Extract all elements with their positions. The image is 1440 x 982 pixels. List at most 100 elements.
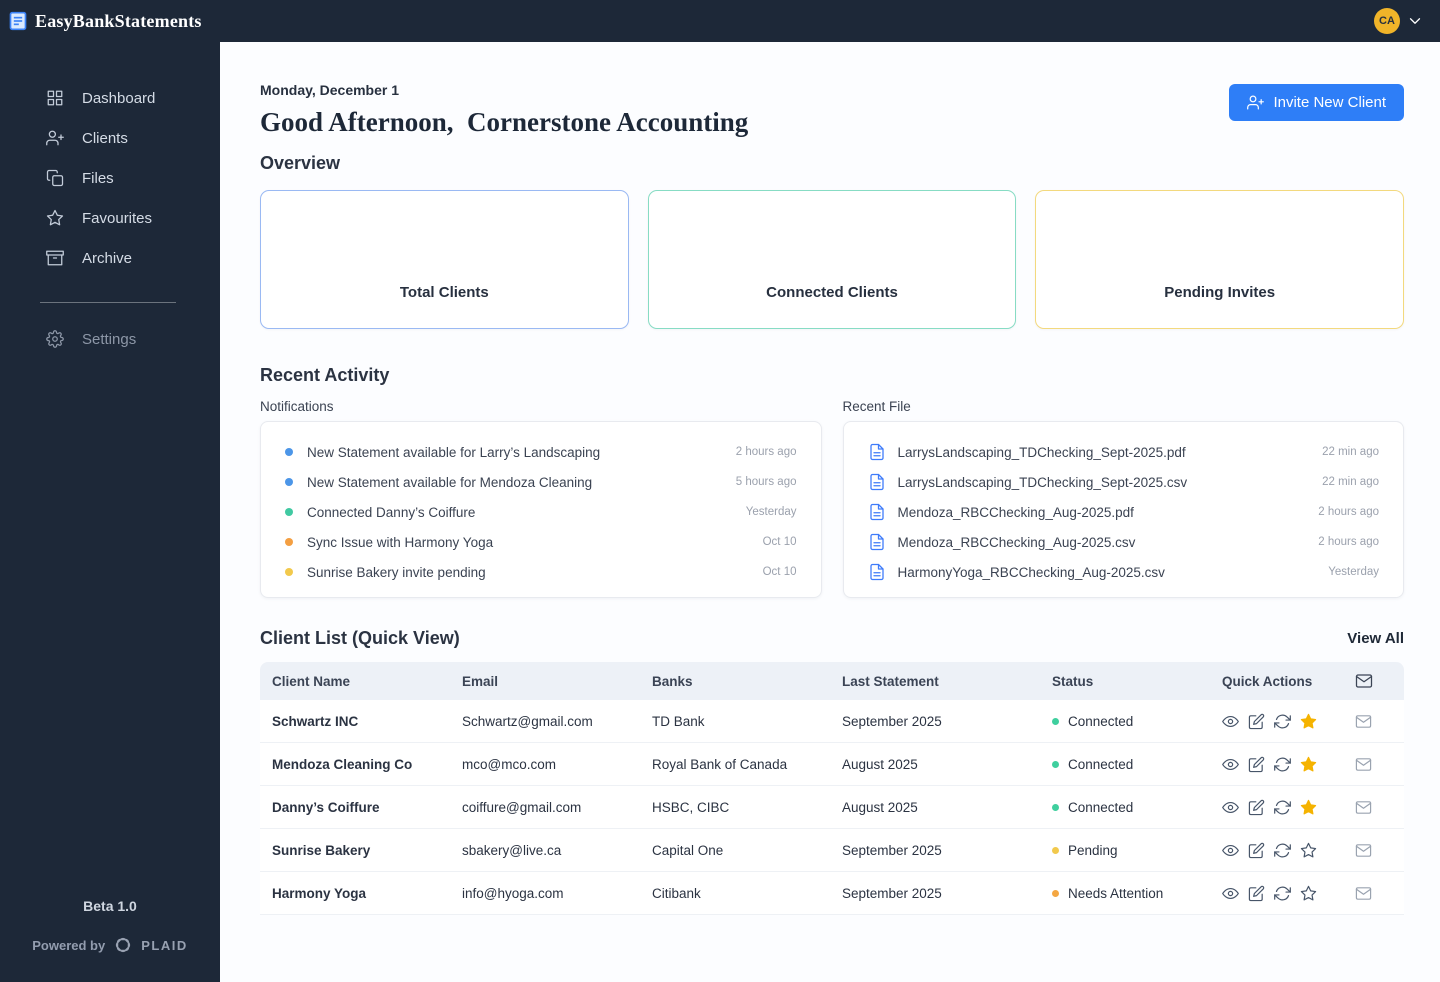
favourite-button[interactable]: [1300, 756, 1317, 773]
notification-text: New Statement available for Mendoza Clea…: [307, 474, 593, 490]
favourite-button[interactable]: [1300, 885, 1317, 902]
status-dot: [1052, 717, 1059, 725]
edit-button[interactable]: [1248, 842, 1265, 859]
file-item[interactable]: LarrysLandscaping_TDChecking_Sept-2025.c…: [868, 468, 1379, 496]
sync-button[interactable]: [1274, 842, 1291, 859]
beta-version-label: Beta 1.0: [83, 898, 137, 914]
file-item[interactable]: HarmonyYoga_RBCChecking_Aug-2025.csv Yes…: [868, 558, 1379, 586]
sidebar-divider: [40, 302, 176, 303]
email-client-button[interactable]: [1355, 885, 1372, 902]
sync-button[interactable]: [1274, 756, 1291, 773]
notification-item[interactable]: Connected Danny’s Coiffure Yesterday: [285, 498, 797, 526]
invite-button-label: Invite New Client: [1273, 94, 1386, 111]
notification-item[interactable]: Sync Issue with Harmony Yoga Oct 10: [285, 528, 797, 556]
sync-button[interactable]: [1274, 885, 1291, 902]
sidebar-item-archive[interactable]: Archive: [0, 238, 220, 278]
notification-item[interactable]: New Statement available for Larry’s Land…: [285, 438, 797, 466]
sidebar-item-label: Favourites: [82, 209, 153, 227]
file-item[interactable]: LarrysLandscaping_TDChecking_Sept-2025.p…: [868, 438, 1379, 466]
eye-icon: [1222, 715, 1239, 727]
refresh-icon: [1274, 714, 1291, 728]
file-name: LarrysLandscaping_TDChecking_Sept-2025.c…: [897, 474, 1188, 490]
view-button[interactable]: [1222, 756, 1239, 773]
mail-icon: [1355, 886, 1372, 900]
sidebar-item-label: Archive: [82, 249, 133, 267]
notification-text: Connected Danny’s Coiffure: [307, 504, 476, 520]
view-button[interactable]: [1222, 842, 1239, 859]
plaid-logo-icon: [116, 937, 131, 953]
pending-invites-card[interactable]: Pending Invites: [1035, 190, 1405, 329]
status-badge: Needs Attention: [1052, 886, 1222, 901]
table-row[interactable]: Danny’s Coiffure coiffure@gmail.com HSBC…: [260, 786, 1404, 829]
mail-icon: [1355, 843, 1372, 857]
view-button[interactable]: [1222, 885, 1239, 902]
powered-by-plaid: Powered by PLAID: [0, 934, 220, 956]
notification-time: Oct 10: [762, 566, 797, 578]
status-label: Connected: [1068, 799, 1134, 815]
notification-item[interactable]: New Statement available for Mendoza Clea…: [285, 468, 797, 496]
file-name: LarrysLandscaping_TDChecking_Sept-2025.p…: [897, 444, 1186, 460]
recent-files-title: Recent File: [842, 399, 911, 414]
view-all-link[interactable]: View All: [1347, 630, 1404, 647]
notification-time: 2 hours ago: [735, 446, 797, 458]
sidebar-item-files[interactable]: Files: [0, 158, 220, 198]
client-name: Schwartz INC: [272, 713, 359, 729]
eye-icon: [1222, 887, 1239, 899]
notification-time: 5 hours ago: [735, 476, 797, 488]
notification-text: Sunrise Bakery invite pending: [307, 564, 486, 580]
sidebar-item-label: Clients: [82, 129, 128, 147]
email-client-button[interactable]: [1355, 713, 1372, 730]
file-item[interactable]: Mendoza_RBCChecking_Aug-2025.csv 2 hours…: [868, 528, 1379, 556]
connected-clients-card[interactable]: Connected Clients: [647, 190, 1017, 329]
edit-button[interactable]: [1248, 713, 1265, 730]
email-client-button[interactable]: [1355, 756, 1372, 773]
avatar[interactable]: CA: [1374, 8, 1400, 34]
favourite-button[interactable]: [1300, 713, 1317, 730]
table-row[interactable]: Harmony Yoga info@hyoga.com Citibank Sep…: [260, 872, 1404, 915]
client-email: sbakery@live.ca: [462, 842, 562, 858]
status-badge: Connected: [1052, 714, 1222, 729]
invite-new-client-button[interactable]: Invite New Client: [1229, 84, 1404, 121]
status-dot: [1052, 846, 1059, 854]
sidebar-item-settings[interactable]: Settings: [0, 319, 220, 359]
client-list-heading: Client List (Quick View): [260, 628, 460, 648]
notifications-panel: Notifications New Statement available fo…: [260, 399, 822, 598]
edit-button[interactable]: [1248, 799, 1265, 816]
notification-text: Sync Issue with Harmony Yoga: [307, 534, 494, 550]
file-time: 2 hours ago: [1318, 536, 1379, 548]
view-button[interactable]: [1222, 799, 1239, 816]
sync-button[interactable]: [1274, 713, 1291, 730]
favourite-button[interactable]: [1300, 842, 1317, 859]
status-label: Needs Attention: [1068, 885, 1164, 901]
favourite-button[interactable]: [1300, 799, 1317, 816]
email-client-button[interactable]: [1355, 799, 1372, 816]
file-item[interactable]: Mendoza_RBCChecking_Aug-2025.pdf 2 hours…: [868, 498, 1379, 526]
edit-button[interactable]: [1248, 885, 1265, 902]
greeting-heading: Good Afternoon, Cornerstone Accounting: [260, 107, 749, 137]
brand[interactable]: EasyBankStatements: [8, 11, 202, 32]
table-row[interactable]: Mendoza Cleaning Co mco@mco.com Royal Ba…: [260, 743, 1404, 786]
star-icon: [1300, 713, 1317, 728]
table-row[interactable]: Sunrise Bakery sbakery@live.ca Capital O…: [260, 829, 1404, 872]
sidebar-item-dashboard[interactable]: Dashboard: [0, 78, 220, 118]
notifications-title: Notifications: [260, 399, 334, 414]
status-dot: [1052, 889, 1059, 897]
client-email: coiffure@gmail.com: [462, 799, 582, 815]
person-add-icon: [46, 130, 64, 146]
column-header-client-name: Client Name: [272, 673, 351, 689]
table-row[interactable]: Schwartz INC Schwartz@gmail.com TD Bank …: [260, 700, 1404, 743]
email-client-button[interactable]: [1355, 842, 1372, 859]
status-dot: [1052, 803, 1059, 811]
sidebar-item-label: Files: [82, 169, 114, 187]
edit-button[interactable]: [1248, 756, 1265, 773]
document-icon: [869, 563, 884, 581]
total-clients-card[interactable]: Total Clients: [260, 190, 629, 329]
brand-name: EasyBankStatements: [35, 10, 202, 31]
sidebar-item-clients[interactable]: Clients: [0, 118, 220, 158]
sync-button[interactable]: [1274, 799, 1291, 816]
notification-item[interactable]: Sunrise Bakery invite pending Oct 10: [285, 558, 797, 586]
refresh-icon: [1274, 886, 1291, 900]
sidebar-item-favourites[interactable]: Favourites: [0, 198, 220, 238]
user-menu[interactable]: CA: [1374, 8, 1424, 34]
view-button[interactable]: [1222, 713, 1239, 730]
